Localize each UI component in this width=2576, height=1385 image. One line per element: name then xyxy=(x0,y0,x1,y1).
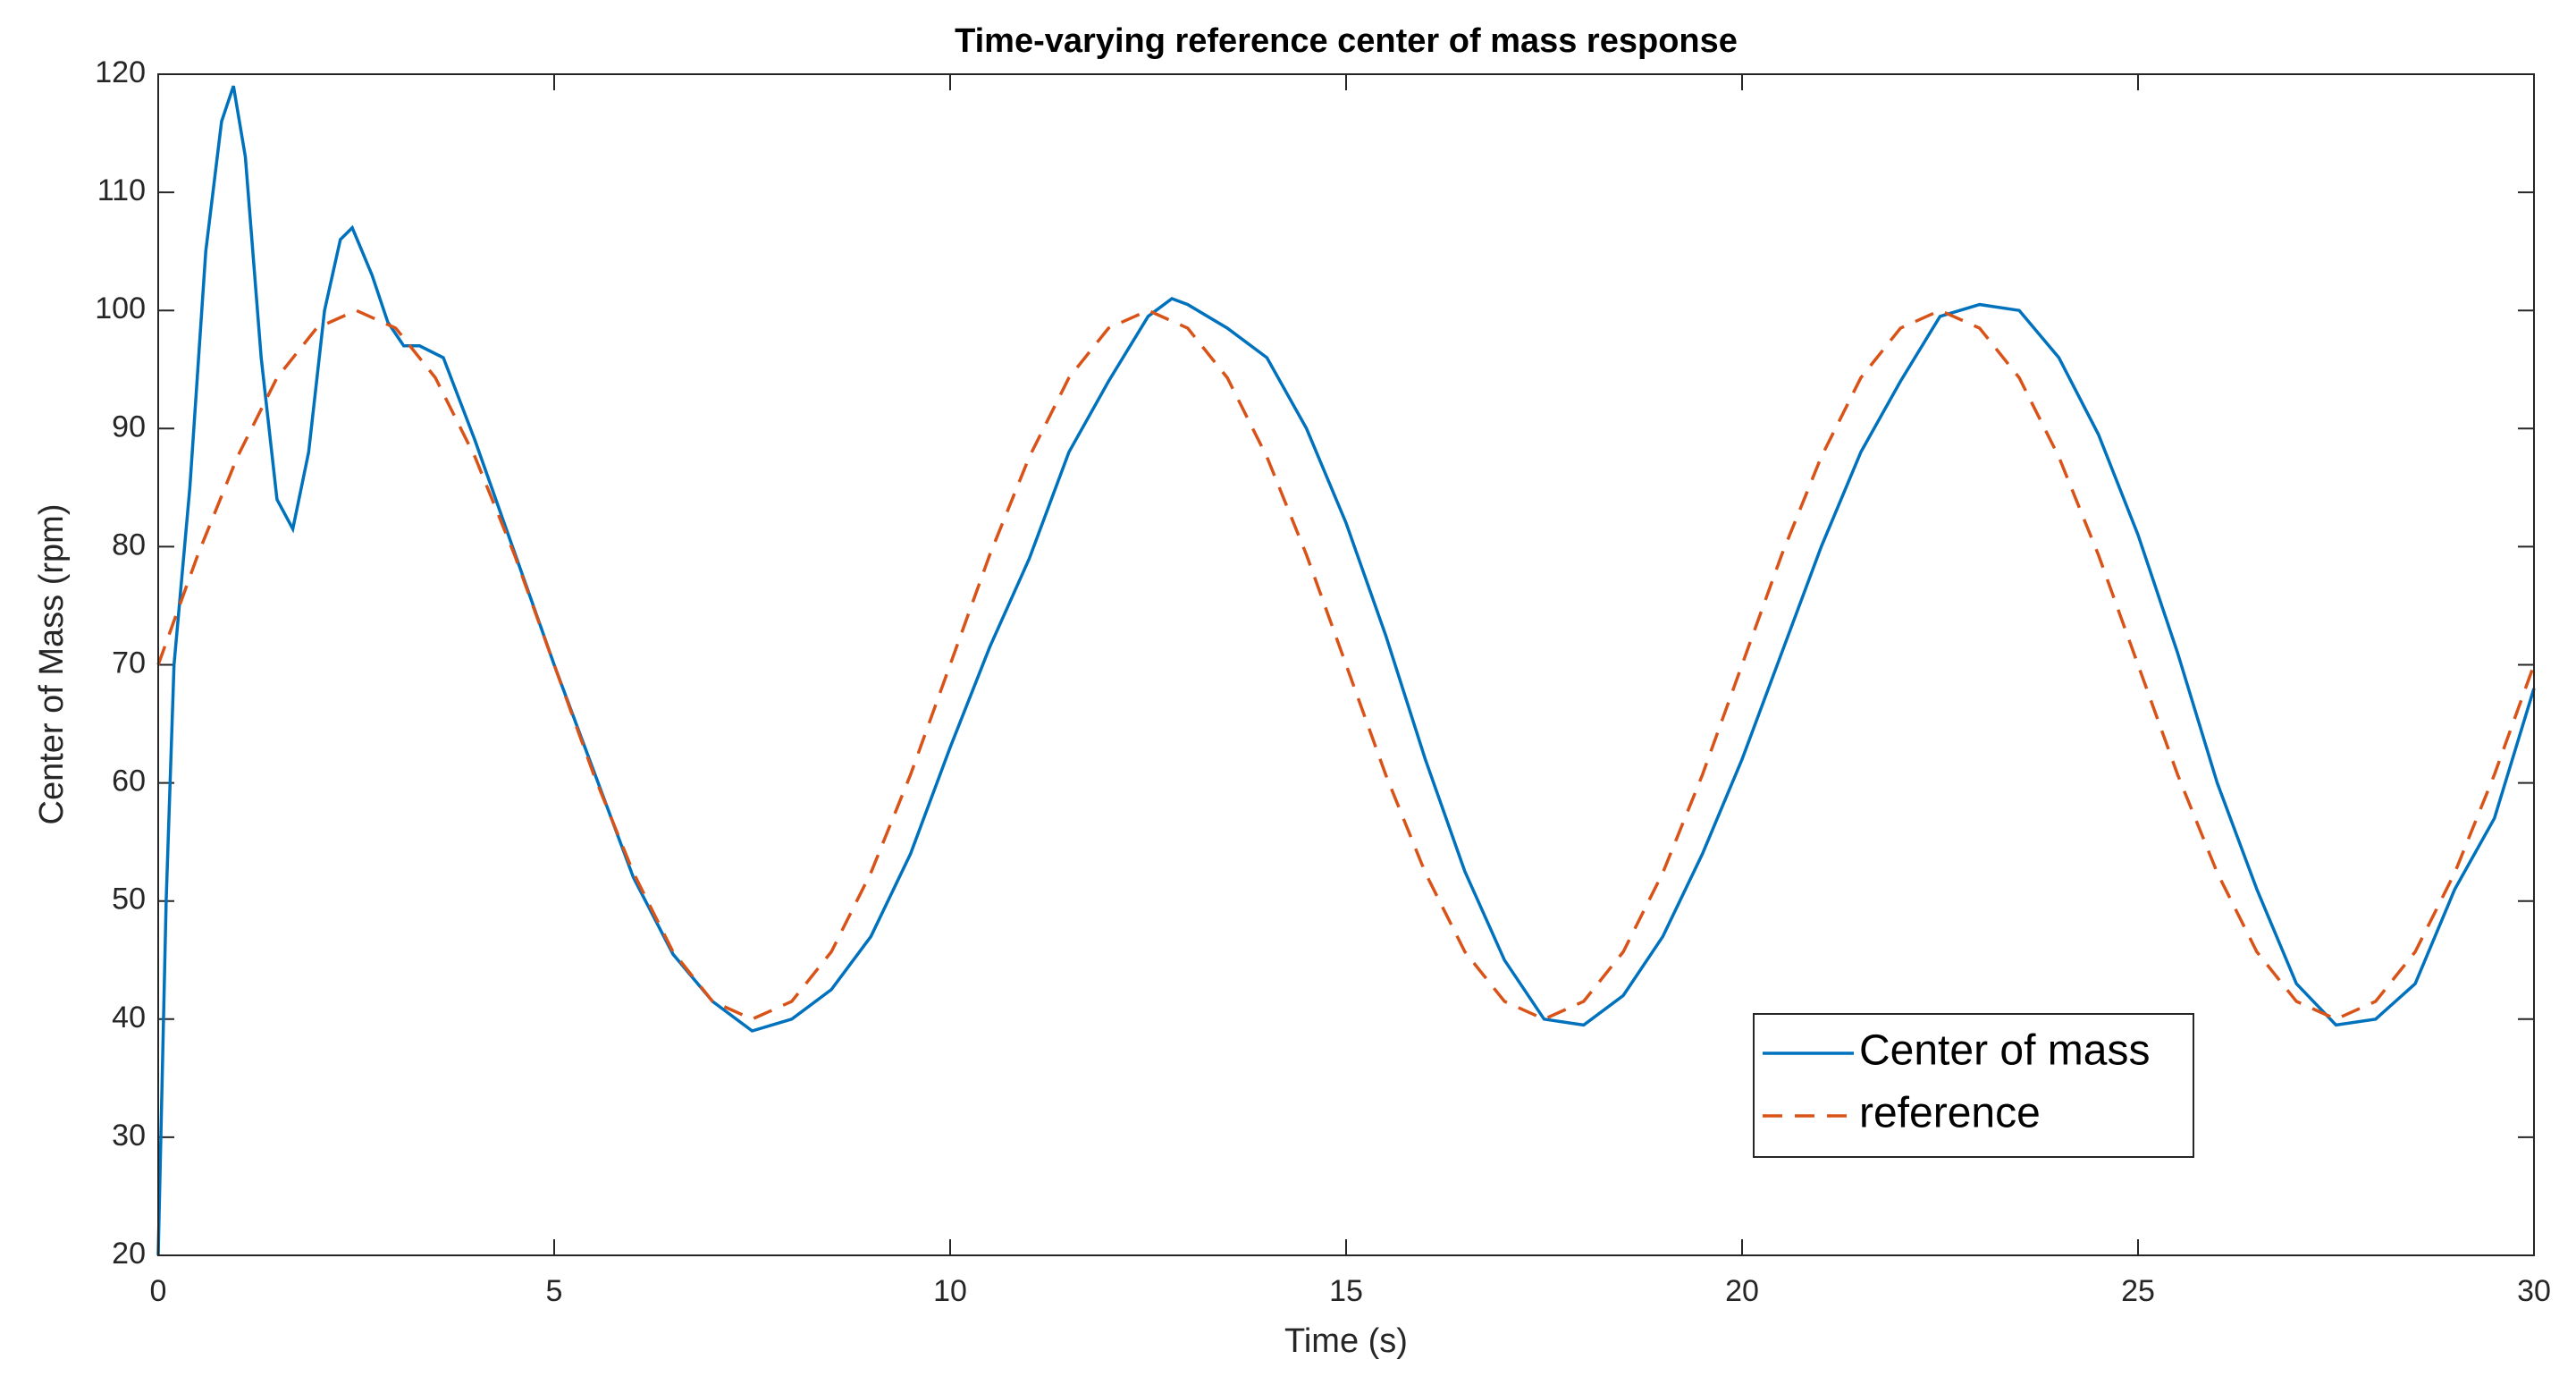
x-tick-label: 10 xyxy=(933,1274,967,1308)
y-tick-label: 80 xyxy=(112,528,146,562)
y-tick-label: 90 xyxy=(112,410,146,443)
y-tick-label: 20 xyxy=(112,1237,146,1271)
legend-box xyxy=(1753,1013,2194,1158)
data-line xyxy=(156,85,2536,1256)
y-tick-label: 60 xyxy=(112,764,146,798)
y-tick-label: 100 xyxy=(95,291,146,325)
y-axis-label: Center of Mass (rpm) xyxy=(33,504,71,825)
x-tick-label: 30 xyxy=(2517,1274,2551,1308)
x-tick-label: 0 xyxy=(150,1274,167,1308)
legend-label: Center of mass xyxy=(1859,1027,2150,1075)
chart-title: Time-varying reference center of mass re… xyxy=(955,22,1738,60)
y-tick-label: 30 xyxy=(112,1119,146,1153)
x-axis-label: Time (s) xyxy=(1284,1322,1408,1360)
y-tick-label: 50 xyxy=(112,883,146,916)
y-tick-label: 120 xyxy=(95,55,146,89)
axes-box xyxy=(157,73,2535,1256)
x-tick-label: 5 xyxy=(546,1274,563,1308)
x-tick-label: 20 xyxy=(1725,1274,1759,1308)
x-tick-label: 25 xyxy=(2121,1274,2155,1308)
x-tick-label: 15 xyxy=(1329,1274,1363,1308)
legend-label: reference xyxy=(1859,1090,2041,1137)
y-tick-label: 70 xyxy=(112,646,146,680)
y-tick-label: 110 xyxy=(97,173,146,207)
y-tick-label: 40 xyxy=(112,1001,146,1035)
legend: Center of mass reference xyxy=(1753,1013,2194,1158)
